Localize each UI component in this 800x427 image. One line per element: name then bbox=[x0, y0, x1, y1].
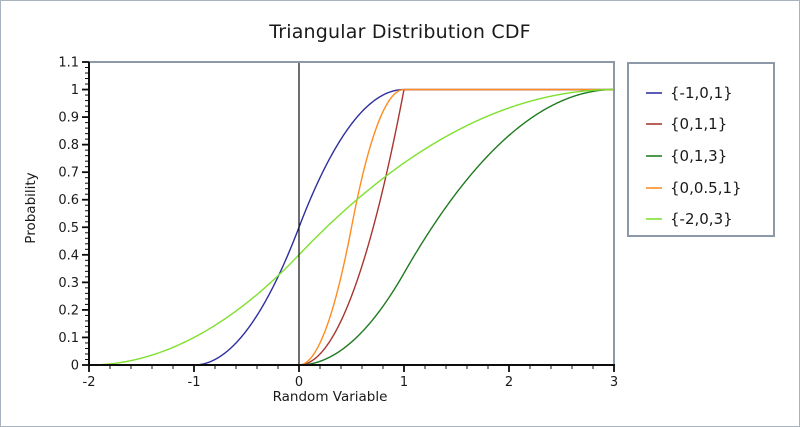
legend-item: {-2,0,3} bbox=[646, 203, 773, 235]
legend-label: {-1,0,1} bbox=[670, 83, 733, 102]
y-tick-label: 0.1 bbox=[58, 331, 79, 346]
y-tick-label: 0.5 bbox=[58, 221, 79, 236]
legend-item: {0,1,1} bbox=[646, 109, 773, 141]
y-tick-label: 0.2 bbox=[58, 303, 79, 318]
legend-swatch bbox=[646, 218, 662, 221]
y-tick-label: 1 bbox=[71, 83, 79, 98]
legend-label: {-2,0,3} bbox=[670, 210, 733, 229]
legend: {-1,0,1} {0,1,1} {0,1,3} {0,0.5,1} {-2,0… bbox=[627, 62, 775, 237]
x-tick-label: 2 bbox=[505, 375, 513, 390]
cdf-curve-{0,0.5,1} bbox=[89, 88, 614, 366]
y-tick-label: 0.4 bbox=[58, 248, 79, 263]
y-tick-label: 1.1 bbox=[58, 56, 79, 71]
chart-title: Triangular Distribution CDF bbox=[269, 21, 531, 43]
y-tick-label: 0.7 bbox=[58, 166, 79, 181]
legend-swatch bbox=[646, 91, 662, 94]
x-axis-label: Random Variable bbox=[272, 389, 388, 405]
x-tick-label: 3 bbox=[610, 375, 618, 390]
legend-swatch bbox=[646, 186, 662, 189]
legend-label: {0,1,3} bbox=[670, 146, 728, 165]
legend-item: {0,0.5,1} bbox=[646, 172, 773, 204]
legend-item: {0,1,3} bbox=[646, 140, 773, 172]
x-tick-label: -1 bbox=[188, 375, 201, 390]
y-tick-label: 0.9 bbox=[58, 111, 79, 126]
y-axis-label: Probability bbox=[23, 172, 39, 244]
cdf-curve-{-2,0,3} bbox=[89, 88, 614, 366]
legend-item: {-1,0,1} bbox=[646, 77, 773, 109]
legend-label: {0,0.5,1} bbox=[670, 178, 742, 197]
y-tick-label: 0.3 bbox=[58, 276, 79, 291]
y-tick-label: 0.6 bbox=[58, 193, 79, 208]
x-tick-label: 0 bbox=[295, 375, 303, 390]
legend-swatch bbox=[646, 154, 662, 157]
x-tick-label: 1 bbox=[400, 375, 408, 390]
y-tick-label: 0.8 bbox=[58, 138, 79, 153]
y-tick-label: 0 bbox=[71, 359, 79, 374]
legend-swatch bbox=[646, 123, 662, 126]
x-tick-label: -2 bbox=[83, 375, 96, 390]
legend-label: {0,1,1} bbox=[670, 115, 728, 134]
